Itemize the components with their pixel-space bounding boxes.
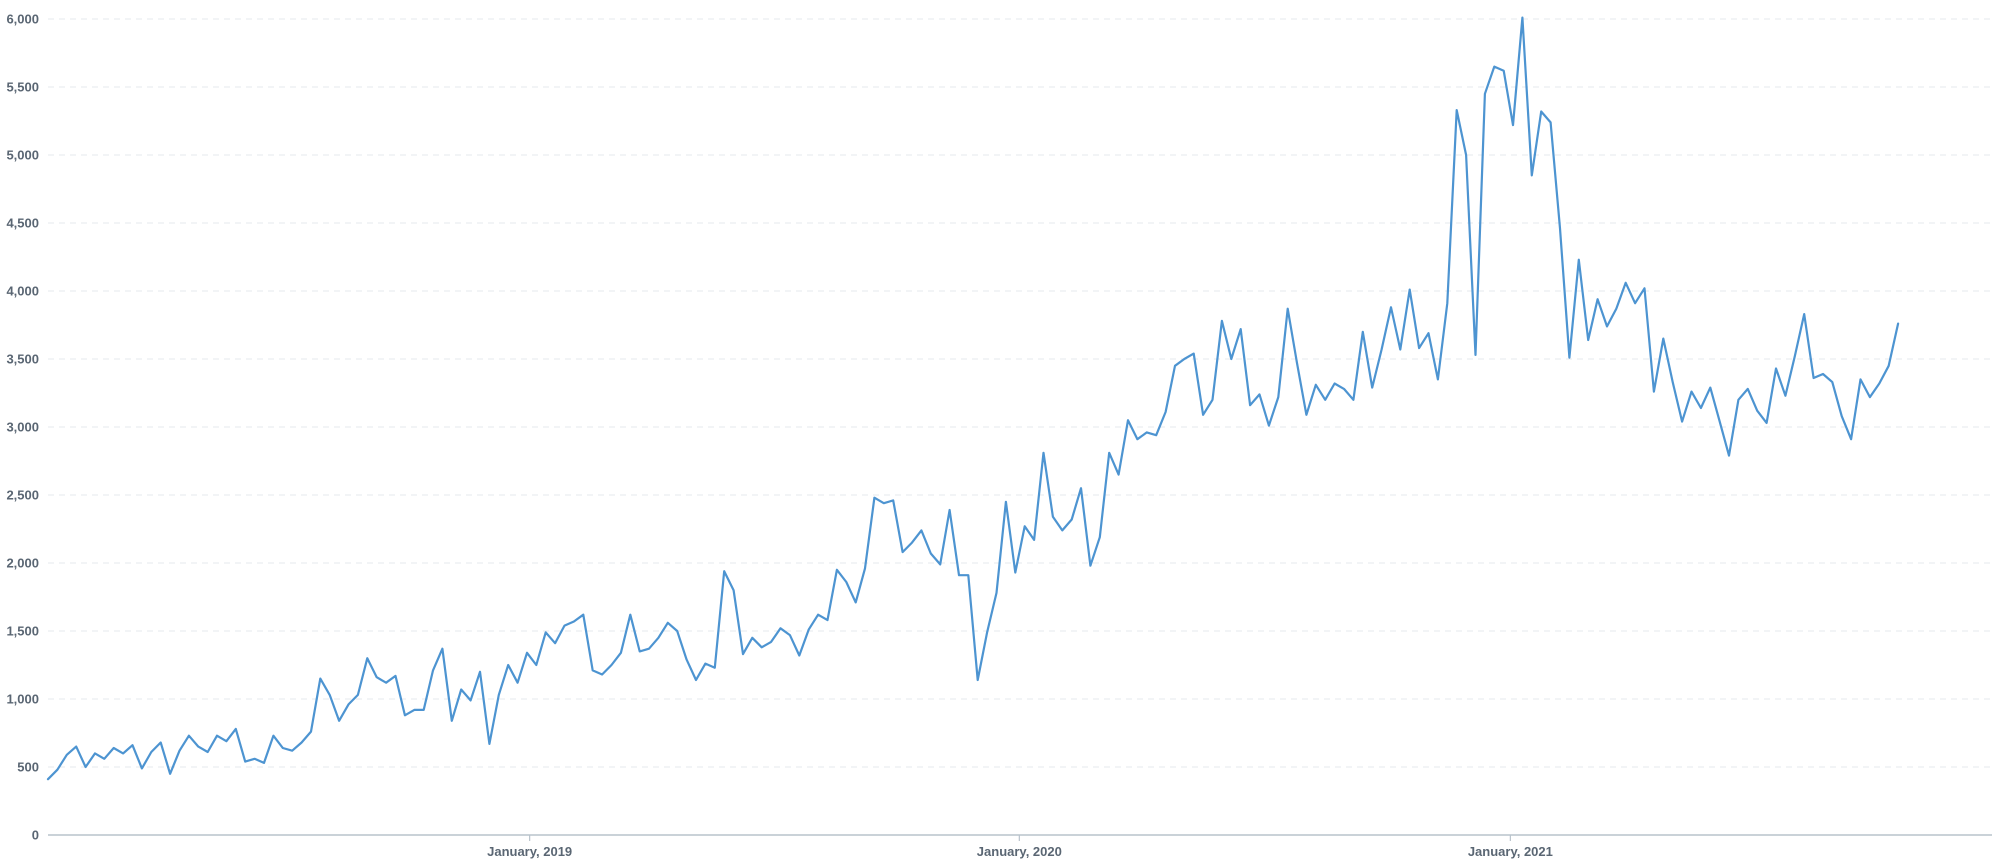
y-tick-label: 4,500	[6, 216, 39, 231]
y-tick-label: 3,000	[6, 420, 39, 435]
x-axis-ticks: January, 2019 January, 2020 January, 2021	[487, 835, 1553, 859]
y-tick-label: 3,500	[6, 352, 39, 367]
y-tick-label: 6,000	[6, 12, 39, 27]
x-tick-label: January, 2019	[487, 844, 572, 859]
y-axis-tick-labels: 0 500 1,000 1,500 2,000 2,500 3,000 3,500 4,000 4…	[6, 12, 39, 843]
y-tick-label: 1,500	[6, 624, 39, 639]
y-tick-label: 0	[32, 828, 39, 843]
x-tick-label: January, 2021	[1468, 844, 1553, 859]
series-line	[46, 16, 1900, 781]
y-tick-label: 5,000	[6, 148, 39, 163]
y-tick-label: 500	[17, 760, 39, 775]
y-tick-label: 2,500	[6, 488, 39, 503]
y-tick-label: 5,500	[6, 80, 39, 95]
y-tick-label: 1,000	[6, 692, 39, 707]
y-tick-label: 4,000	[6, 284, 39, 299]
gridlines	[48, 18, 1992, 768]
series-layer	[46, 16, 1900, 781]
y-tick-label: 2,000	[6, 556, 39, 571]
x-tick-label: January, 2020	[977, 844, 1062, 859]
